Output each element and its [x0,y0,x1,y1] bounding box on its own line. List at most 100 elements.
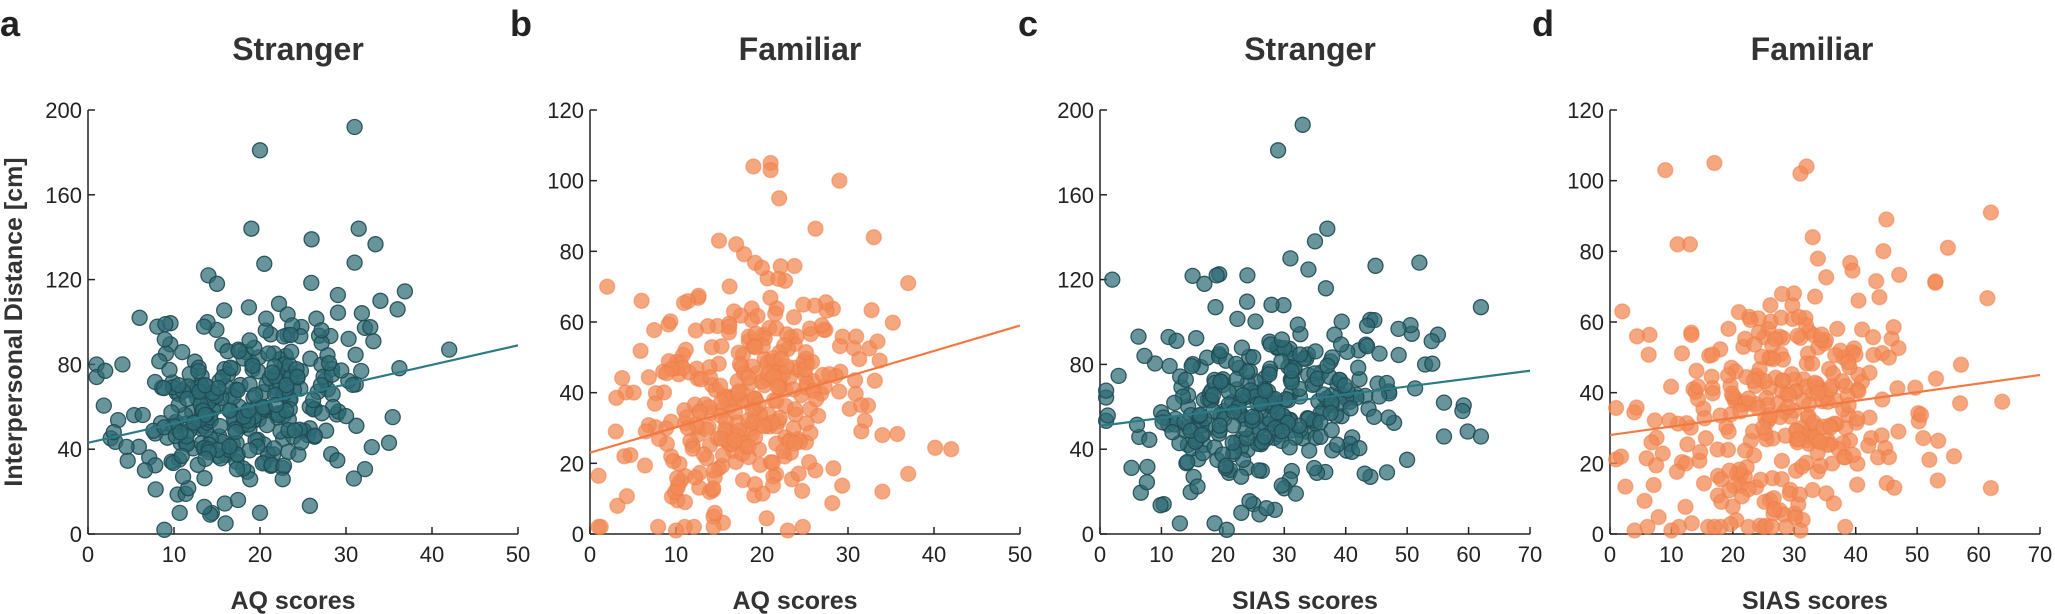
y-tick-label: 40 [58,437,82,462]
data-point [721,278,738,295]
data-point [712,430,730,447]
data-point [1306,233,1324,250]
data-point [178,390,196,408]
data-point [1612,448,1630,465]
data-point [767,305,784,322]
data-point [1840,396,1857,414]
data-point [1289,316,1306,333]
data-point [753,259,771,276]
data-point [1929,472,1946,489]
data-point [197,450,214,468]
data-point [1229,310,1246,328]
y-tick-label: 60 [1580,310,1604,335]
data-point [1891,266,1908,284]
data-point [687,469,704,486]
data-point [831,172,848,189]
data-point [1952,356,1970,373]
data-point [633,292,650,309]
data-point [1358,317,1376,334]
data-point [607,423,624,440]
data-point [131,309,148,326]
data-point [1668,463,1686,480]
data-point [1454,402,1471,420]
data-point [646,395,664,412]
data-point [301,497,319,514]
data-point [1424,355,1441,372]
panel-title: Stranger [232,31,364,67]
data-point [1683,326,1700,344]
data-point [340,330,357,348]
data-point [1238,363,1256,380]
data-point [372,292,389,309]
data-points [88,118,458,538]
data-point [794,518,812,536]
data-point [1880,349,1898,366]
data-point [795,296,812,313]
data-point [1827,346,1844,364]
data-points [1607,154,2011,539]
data-point [1628,328,1646,345]
data-point [243,220,260,237]
data-point [831,337,849,355]
data-point [1834,372,1851,390]
data-point [313,322,330,339]
data-point [230,343,248,360]
data-point [1166,394,1183,412]
data-point [1168,332,1185,349]
data-point [270,295,288,312]
data-point [1939,239,1957,256]
x-tick-label: 50 [1395,542,1419,567]
data-point [313,405,331,422]
data-point [217,515,234,532]
data-point [147,481,164,498]
data-point [303,274,320,292]
data-point [1472,299,1490,316]
panel-a: a Stranger 0 40 80 120 160 200 0 10 20 30 40 50 AQ sco… [0,3,530,614]
data-point [745,158,762,175]
data-point [1679,436,1696,453]
x-tick-label: 10 [1149,542,1173,567]
data-point [1825,495,1843,512]
x-tick-label: 20 [1721,542,1745,567]
data-point [1332,336,1350,353]
data-point [333,362,350,379]
data-point [1263,296,1280,313]
data-point [1804,355,1821,372]
data-point [773,350,790,368]
data-point [1273,477,1290,494]
data-point [1188,330,1205,347]
x-tick-label: 20 [1211,542,1235,567]
data-point [1753,348,1770,365]
data-point [1287,485,1304,502]
data-point [1435,428,1453,445]
data-point [1722,516,1739,533]
data-point [1704,385,1721,402]
data-point [831,383,848,400]
data-point [900,465,917,483]
data-point [1640,346,1657,363]
data-point [1239,267,1256,284]
y-tick-label: 120 [1567,98,1604,123]
data-point [1736,442,1754,459]
x-tick-label: 0 [584,542,596,567]
data-point [713,338,730,355]
data-point [1258,500,1275,517]
data-point [668,469,686,487]
data-point [1171,515,1189,532]
data-point [1189,478,1206,495]
data-point [1097,382,1115,399]
data-point [802,424,819,442]
x-tick-label: 70 [1518,542,1542,567]
x-tick-label: 50 [506,542,530,567]
data-point [1885,318,1902,336]
data-point [731,356,749,373]
x-tick-label: 10 [162,542,186,567]
data-point [1224,434,1241,451]
data-point [1721,462,1738,479]
data-point [1273,423,1291,440]
data-point [1291,346,1309,363]
data-point [1227,355,1245,373]
data-point [1204,386,1222,404]
data-point [241,442,258,459]
x-axis-label: AQ scores [230,587,355,614]
